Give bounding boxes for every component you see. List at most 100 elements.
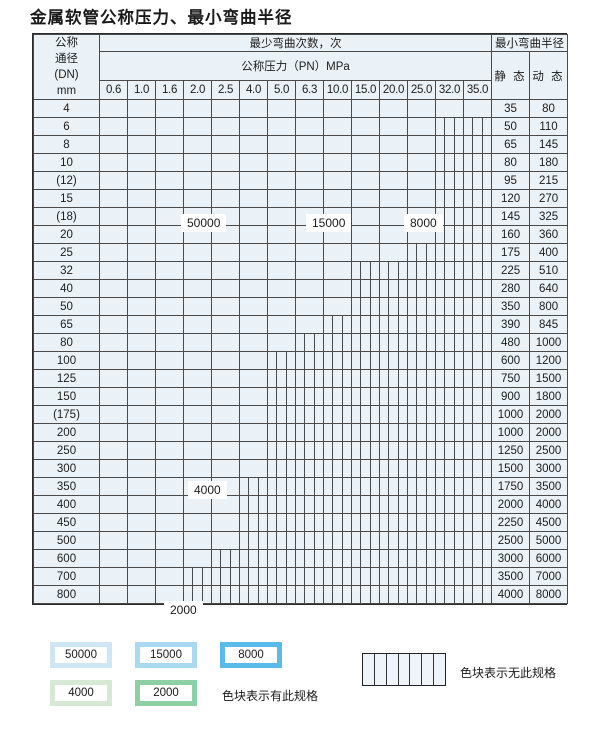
cell-dynamic-radius: 7000 <box>529 567 569 586</box>
hatch-bar <box>427 424 435 441</box>
hatch-bar <box>427 496 435 513</box>
cell-spec-available <box>127 315 156 334</box>
hatch-pattern <box>436 136 463 153</box>
hatch-bar <box>249 478 259 495</box>
cell-dynamic-radius: 4500 <box>529 513 569 532</box>
hatch-bar <box>305 334 315 351</box>
hatch-bar <box>305 568 315 585</box>
hatch-bar <box>287 370 295 387</box>
cell-spec-unavailable <box>267 549 296 568</box>
cell-spec-unavailable <box>323 477 352 496</box>
table-row: 20 160 360 <box>33 225 569 244</box>
cell-spec-available <box>351 135 380 154</box>
hatch-pattern <box>324 370 351 387</box>
hatch-bar <box>305 442 315 459</box>
cell-spec-unavailable <box>267 459 296 478</box>
cell-static-radius: 750 <box>491 369 531 388</box>
hatch-bar <box>436 316 446 333</box>
hatch-bar <box>455 226 463 243</box>
hatch-bar <box>305 478 315 495</box>
hatch-bar <box>445 208 455 225</box>
hatch-bar <box>371 514 379 531</box>
cell-spec-unavailable <box>462 531 493 550</box>
hatch-pattern <box>464 118 491 135</box>
hatch-bar <box>380 586 390 603</box>
hatch-bar <box>315 460 323 477</box>
hatch-bar <box>483 514 491 531</box>
hatch-bar <box>389 442 399 459</box>
hatch-pattern <box>464 568 491 585</box>
hatch-pattern <box>408 496 435 513</box>
hatch-pattern <box>408 298 435 315</box>
cell-spec-unavailable <box>295 459 324 478</box>
cell-spec-unavailable <box>379 423 408 442</box>
header-pn-1.6: 1.6 <box>155 80 184 100</box>
hatch-pattern <box>240 550 267 567</box>
hatch-bar <box>445 406 455 423</box>
cell-spec-available <box>127 261 156 280</box>
hatch-pattern <box>296 370 323 387</box>
cell-spec-unavailable <box>462 207 493 226</box>
hatch-bar <box>259 532 267 549</box>
hatch-bar <box>399 568 407 585</box>
hatch-bar <box>464 262 474 279</box>
hatch-bar <box>436 136 446 153</box>
hatch-bar <box>464 370 474 387</box>
hatch-bar <box>343 514 351 531</box>
cell-static-radius: 3000 <box>491 549 531 568</box>
header-dn-line-2: (DN) <box>54 69 79 81</box>
hatch-bar <box>455 190 463 207</box>
hatch-bar <box>343 424 351 441</box>
hatch-bar <box>361 532 371 549</box>
hatch-pattern <box>436 154 463 171</box>
hatch-bar <box>427 532 435 549</box>
cell-spec-unavailable <box>267 495 296 514</box>
cell-dn: 40 <box>33 279 100 298</box>
hatch-bar <box>249 550 259 567</box>
hatch-bar <box>259 568 267 585</box>
hatch-pattern <box>296 532 323 549</box>
hatch-bar <box>343 352 351 369</box>
cell-spec-unavailable <box>379 585 408 604</box>
cell-spec-unavailable <box>351 513 380 532</box>
hatch-bar <box>343 388 351 405</box>
hatch-bar <box>361 424 371 441</box>
hatch-bar <box>436 280 446 297</box>
hatch-bar <box>455 424 463 441</box>
cell-spec-available <box>99 171 128 190</box>
cell-spec-available <box>155 153 184 172</box>
hatch-bar <box>417 514 427 531</box>
hatch-bar <box>380 424 390 441</box>
cell-spec-unavailable <box>323 459 352 478</box>
hatch-bar <box>352 460 362 477</box>
hatch-bar <box>333 352 343 369</box>
hatch-bar <box>221 568 231 585</box>
cell-spec-unavailable <box>407 351 436 370</box>
hatch-pattern <box>408 550 435 567</box>
hatch-bar <box>277 352 287 369</box>
hatch-bar <box>371 496 379 513</box>
cell-spec-available <box>239 225 268 244</box>
hatch-bar <box>389 424 399 441</box>
hatch-pattern <box>296 442 323 459</box>
hatch-bar <box>445 568 455 585</box>
hatch-pattern <box>296 568 323 585</box>
cell-spec-available <box>323 243 352 262</box>
hatch-pattern <box>296 406 323 423</box>
hatch-bar <box>436 334 446 351</box>
cell-spec-available <box>211 531 240 550</box>
hatch-bar <box>464 190 474 207</box>
hatch-bar <box>483 280 491 297</box>
cell-spec-unavailable <box>351 423 380 442</box>
cell-spec-unavailable <box>379 513 408 532</box>
hatch-pattern <box>436 586 463 603</box>
cell-spec-unavailable <box>351 315 380 334</box>
cell-spec-unavailable <box>379 369 408 388</box>
hatch-bar <box>315 532 323 549</box>
hatch-bar <box>483 154 491 171</box>
hatch-bar <box>324 514 334 531</box>
cell-dn: 500 <box>33 531 100 550</box>
cell-spec-available <box>239 99 268 118</box>
hatch-bar <box>361 280 371 297</box>
